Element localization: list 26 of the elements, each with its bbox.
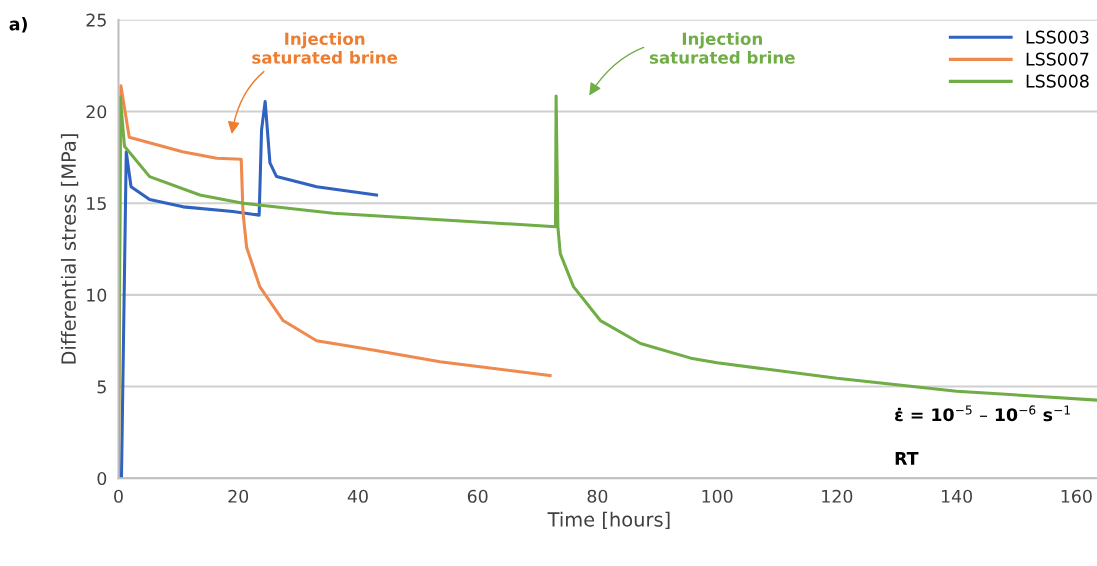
annotation: Injection saturated brine [649,32,795,64]
x-tick-label: 120 [822,489,853,503]
y-tick-label: 0 [97,471,107,486]
x-tick-label: 100 [702,489,733,503]
x-tick-label: 140 [941,489,973,503]
legend-label: LSS007 [1026,52,1089,66]
text: a) [9,17,27,33]
y-axis-title: Differential stress [MPa] [60,134,79,364]
x-axis-title: Time [hours] [547,511,670,530]
x-tick-label: 60 [467,489,488,503]
x-tick-label: 80 [587,489,608,503]
annotation: Injection saturated brine [252,32,398,64]
y-tick-label: 20 [86,105,107,119]
x-tick-label: 40 [347,489,368,503]
y-tick-label: 15 [87,197,106,211]
legend-label: LSS008 [1026,74,1089,88]
y-tick-label: 25 [86,13,106,27]
x-tick-label: 20 [228,489,249,503]
legend-label: LSS003 [1026,30,1089,44]
annotation: ε̇ = 10$^{−5}$ – 10$^{−6}$ s$^{−1}$ [895,405,1070,422]
line-series [119,99,379,479]
annotation: RT [895,452,919,465]
y-tick-label: 10 [87,288,107,302]
x-tick-label: 160 [1061,489,1092,503]
x-tick-label: 0 [114,489,123,503]
y-tick-label: 5 [97,380,106,394]
